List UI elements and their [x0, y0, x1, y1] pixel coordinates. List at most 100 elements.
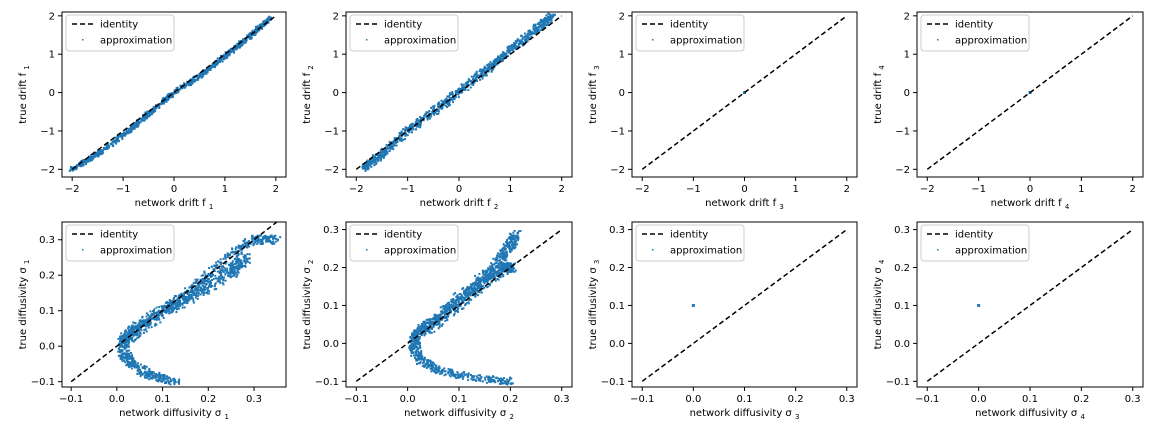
approx-point [232, 266, 235, 269]
approx-point [417, 350, 420, 353]
approx-point [275, 237, 278, 240]
approx-point [224, 269, 227, 272]
approx-point [169, 383, 172, 386]
approx-point [143, 364, 146, 367]
approx-point [391, 145, 394, 148]
approx-point [229, 276, 232, 279]
approx-point [167, 376, 170, 379]
approx-point [380, 158, 383, 161]
approx-point [480, 376, 483, 379]
approx-point [141, 321, 144, 324]
approx-point [542, 20, 545, 23]
approx-point [171, 95, 174, 98]
approx-point [486, 274, 489, 277]
approx-point [231, 275, 234, 278]
approx-point [501, 265, 504, 268]
approx-point [217, 260, 220, 263]
approx-point [492, 375, 495, 378]
y-tick-label: 0.2 [894, 263, 910, 274]
approx-point [427, 330, 430, 333]
approx-point [460, 294, 463, 297]
x-tick-label: 1 [792, 184, 798, 195]
approx-point [501, 256, 504, 259]
approx-point [106, 147, 109, 150]
approx-point [133, 322, 136, 325]
approx-point [152, 313, 155, 316]
approx-point [510, 268, 513, 271]
approx-point [474, 72, 477, 75]
y-tick-label: −2 [610, 165, 625, 176]
legend-approx-swatch [652, 249, 654, 251]
approx-point [503, 249, 506, 252]
approx-point [516, 45, 519, 48]
approx-point [437, 317, 440, 320]
approx-point [86, 159, 89, 162]
approx-point [243, 242, 246, 245]
approx-point [225, 270, 228, 273]
approx-point [255, 29, 258, 32]
approx-point [149, 310, 152, 313]
approx-point [410, 124, 413, 127]
approx-point [508, 232, 511, 235]
approx-point [237, 244, 240, 247]
approx-point [147, 112, 150, 115]
approx-point [126, 336, 129, 339]
approx-point [137, 123, 140, 126]
approx-point [440, 310, 443, 313]
approx-point [181, 306, 184, 309]
approx-point [429, 361, 432, 364]
y-tick-label: 0.0 [323, 339, 339, 350]
approx-point [444, 309, 447, 312]
approx-point [132, 321, 135, 324]
approx-point [547, 18, 550, 21]
approx-point [121, 137, 124, 140]
approx-point [121, 335, 124, 338]
approx-point [492, 59, 495, 62]
approx-point [254, 33, 257, 36]
approx-point [445, 310, 448, 313]
plot-area [355, 228, 563, 386]
approx-point [144, 319, 147, 322]
approx-point [258, 234, 261, 237]
y-tick-label: 0.1 [894, 301, 910, 312]
approx-point [247, 257, 250, 260]
approx-point [279, 236, 282, 239]
approx-point [177, 305, 180, 308]
approx-point [127, 345, 130, 348]
approx-point [163, 304, 166, 307]
approx-point [485, 277, 488, 280]
approx-point [192, 301, 195, 304]
x-tick-label: 0 [171, 184, 177, 195]
y-tick-label: 0.1 [39, 306, 55, 317]
approx-point [492, 268, 495, 271]
approx-point [250, 36, 253, 39]
approx-point [216, 61, 219, 64]
approx-point [528, 30, 531, 33]
approx-point [482, 273, 485, 276]
approx-point [154, 377, 157, 380]
approx-point [91, 157, 94, 160]
y-tick-label: −0.1 [315, 377, 339, 388]
approx-point [460, 90, 463, 93]
approx-point [222, 257, 225, 260]
approx-point [196, 76, 199, 79]
approx-point [539, 29, 542, 32]
approx-point [239, 45, 242, 48]
legend-approx-swatch [366, 249, 368, 251]
approx-point [200, 76, 203, 79]
approx-point [407, 127, 410, 130]
approx-point [206, 292, 209, 295]
approx-point [194, 280, 197, 283]
approx-point [148, 378, 151, 381]
approx-point [173, 306, 176, 309]
approx-point [423, 365, 426, 368]
approx-point [503, 380, 506, 383]
approx-point [418, 341, 421, 344]
approx-point [141, 366, 144, 369]
approx-point [261, 242, 264, 245]
approx-point [119, 354, 122, 357]
approx-point [213, 288, 216, 291]
approx-point [229, 267, 232, 270]
approx-point [461, 86, 464, 89]
